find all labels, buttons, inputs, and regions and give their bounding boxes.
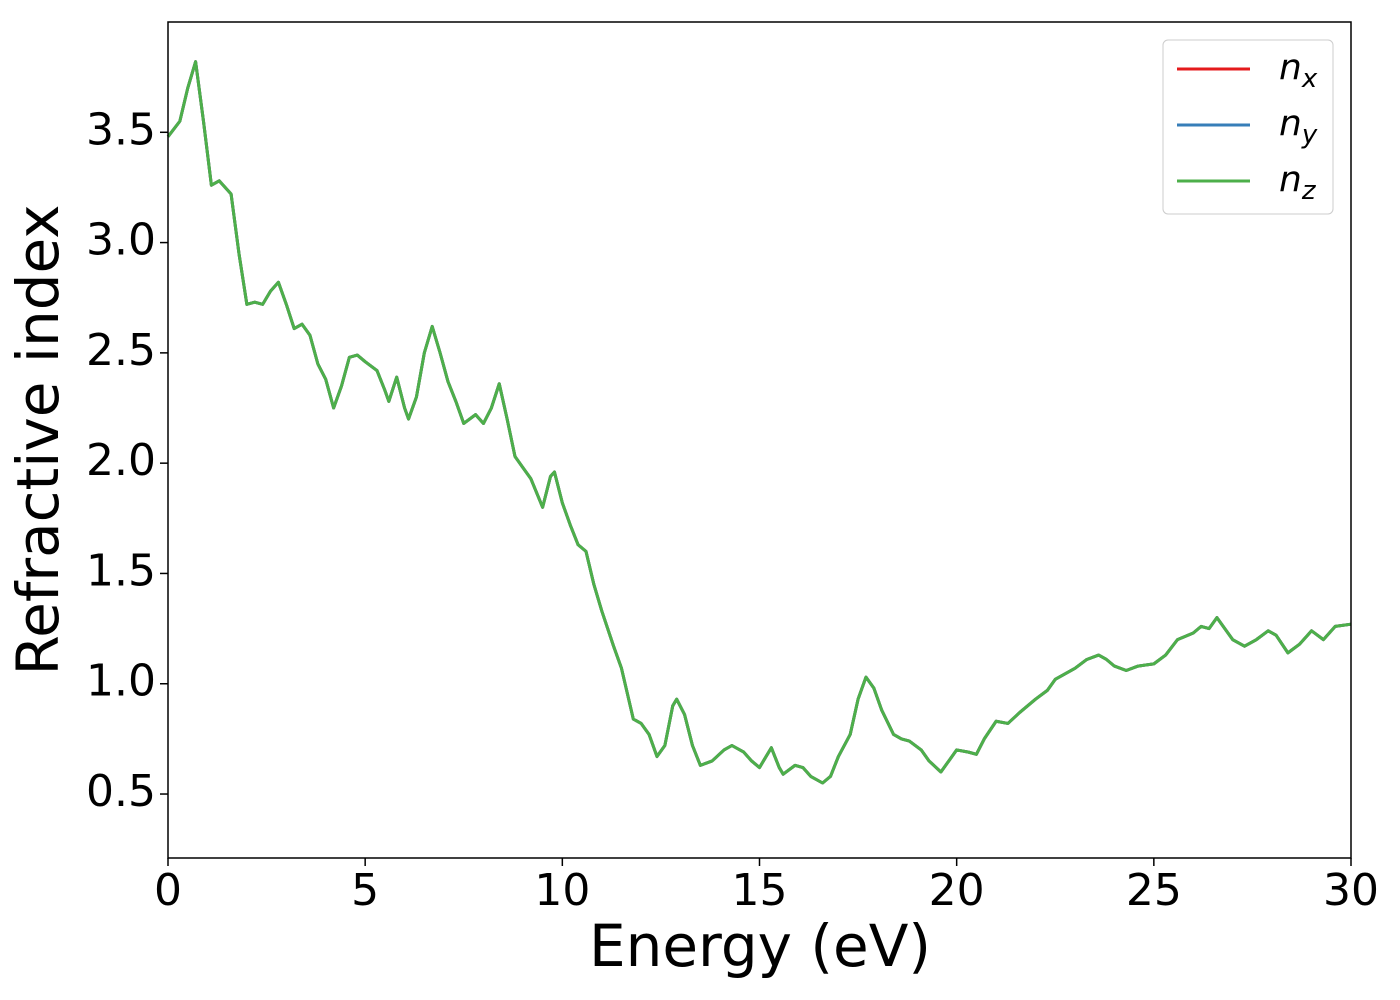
- x-tick-label: 25: [1126, 865, 1182, 916]
- y-tick-label: 3.0: [86, 215, 156, 266]
- data-line: [166, 60, 1352, 785]
- plot-frame: [167, 21, 1352, 859]
- x-tick-label: 15: [732, 865, 788, 916]
- legend-label: nx: [1279, 47, 1318, 94]
- y-tick-label: 1.5: [86, 545, 156, 596]
- y-tick-label: 0.5: [86, 766, 156, 817]
- x-tick-label: 10: [534, 865, 590, 916]
- legend-label: ny: [1279, 103, 1318, 150]
- x-tick-label: 30: [1323, 865, 1379, 916]
- x-tick-label: 20: [929, 865, 985, 916]
- y-tick-label: 3.5: [86, 104, 156, 155]
- x-tick-label: 5: [351, 865, 379, 916]
- y-axis-label: Refractive index: [4, 204, 72, 675]
- legend-box: [1162, 39, 1334, 215]
- y-tick-label: 1.0: [86, 656, 156, 707]
- y-tick-label: 2.0: [86, 435, 156, 486]
- x-axis-label: Energy (eV): [589, 912, 931, 980]
- x-tick-label: 0: [154, 865, 182, 916]
- legend-label: nz: [1279, 159, 1317, 206]
- y-tick-label: 2.5: [86, 325, 156, 376]
